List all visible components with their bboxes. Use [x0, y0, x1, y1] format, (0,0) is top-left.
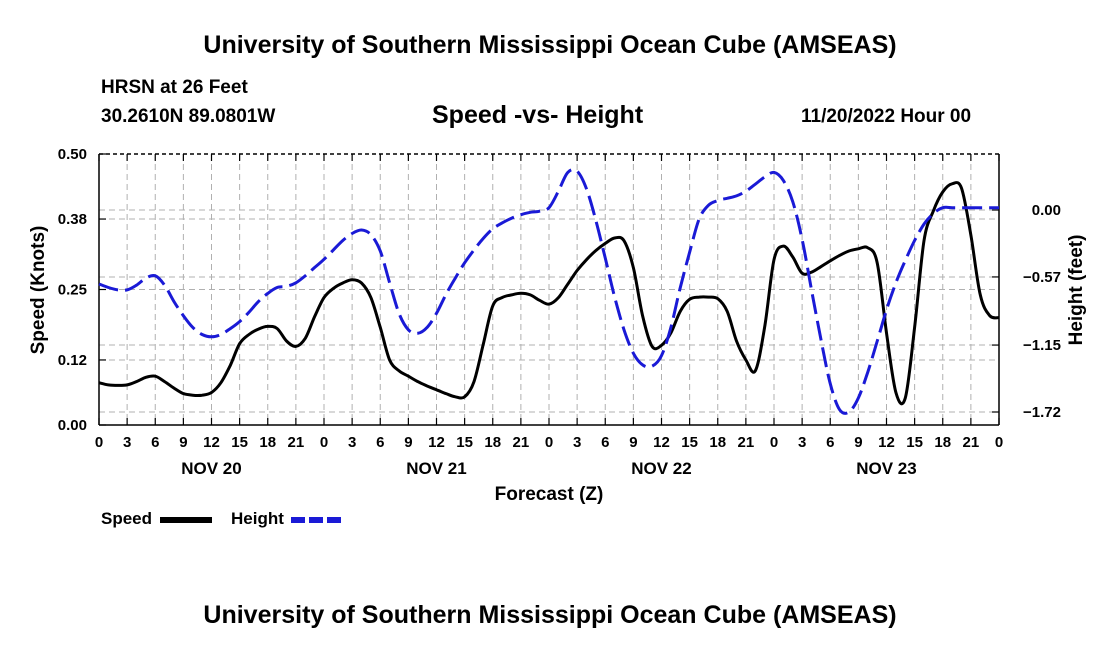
chart-title: University of Southern Mississippi Ocean…	[203, 31, 897, 59]
x-day-label: NOV 20	[181, 459, 241, 478]
axis-labels: Forecast (Z) Speed (Knots) Height (feet)	[28, 226, 1087, 505]
y-tick-label-left: 0.12	[58, 352, 87, 369]
y-tick-label-left: 0.00	[58, 417, 87, 434]
x-tick-label: 15	[681, 434, 698, 451]
y-tick-label-right: 0.00	[1032, 202, 1061, 219]
x-tick-label: 21	[738, 434, 755, 451]
x-day-label: NOV 23	[856, 459, 916, 478]
station-label: HRSN at 26 Feet	[101, 77, 248, 98]
legend: Speed Height	[101, 509, 342, 528]
y-tick-label-left: 0.38	[58, 211, 87, 228]
x-axis-title: Forecast (Z)	[495, 484, 604, 505]
x-tick-label: 21	[288, 434, 305, 451]
x-tick-label: 6	[376, 434, 384, 451]
x-tick-label: 18	[709, 434, 726, 451]
x-tick-label: 9	[629, 434, 637, 451]
x-day-label: NOV 22	[631, 459, 691, 478]
x-tick-label: 3	[348, 434, 356, 451]
legend-height-label: Height	[231, 509, 284, 528]
grid-lines	[99, 154, 999, 425]
series-lines	[98, 168, 1000, 415]
x-tick-label: 3	[798, 434, 806, 451]
y-tick-label-left: 0.50	[58, 146, 87, 163]
x-tick-label: 12	[203, 434, 220, 451]
x-tick-label: 18	[259, 434, 276, 451]
x-tick-label: 0	[995, 434, 1003, 451]
x-tick-label: 3	[573, 434, 581, 451]
series-line-height	[98, 168, 999, 415]
y-axis-title-right: Height (feet)	[1066, 235, 1087, 346]
chart-subtitle: Speed -vs- Height	[432, 101, 644, 129]
x-tick-label: 12	[653, 434, 670, 451]
x-tick-label: 0	[770, 434, 778, 451]
x-tick-label: 9	[854, 434, 862, 451]
x-tick-label: 15	[231, 434, 248, 451]
x-tick-label: 0	[320, 434, 328, 451]
legend-speed-label: Speed	[101, 509, 152, 528]
station-coords: 30.2610N 89.0801W	[101, 106, 276, 127]
x-tick-label: 6	[826, 434, 834, 451]
x-tick-label: 0	[545, 434, 553, 451]
x-tick-label: 12	[428, 434, 445, 451]
x-tick-label: 0	[95, 434, 103, 451]
axes: 0 3 6 9 12 15 18 21 0 3 6 9 12 15 18 21 0 3 6 9 12 15 18 21 0 3 6 9…	[58, 146, 1061, 478]
y-axis-title-left: Speed (Knots)	[28, 226, 49, 355]
forecast-date: 11/20/2022 Hour 00	[801, 106, 972, 127]
x-day-label: NOV 21	[406, 459, 466, 478]
y-tick-label-right: −1.72	[1023, 404, 1061, 421]
x-tick-label: 18	[934, 434, 951, 451]
x-tick-label: 9	[179, 434, 187, 451]
x-tick-label: 3	[123, 434, 131, 451]
x-tick-label: 12	[878, 434, 895, 451]
x-tick-label: 15	[906, 434, 923, 451]
x-tick-label: 9	[404, 434, 412, 451]
x-tick-label: 15	[456, 434, 473, 451]
x-tick-label: 6	[151, 434, 159, 451]
series-line-speed	[98, 181, 1000, 406]
x-tick-label: 18	[484, 434, 501, 451]
y-tick-label-left: 0.25	[58, 282, 87, 299]
x-tick-label: 21	[513, 434, 530, 451]
x-tick-label: 6	[601, 434, 609, 451]
footer-title: University of Southern Mississippi Ocean…	[203, 601, 897, 629]
y-tick-label-right: −0.57	[1023, 269, 1061, 286]
y-tick-label-right: −1.15	[1023, 337, 1061, 354]
x-tick-label: 21	[963, 434, 980, 451]
